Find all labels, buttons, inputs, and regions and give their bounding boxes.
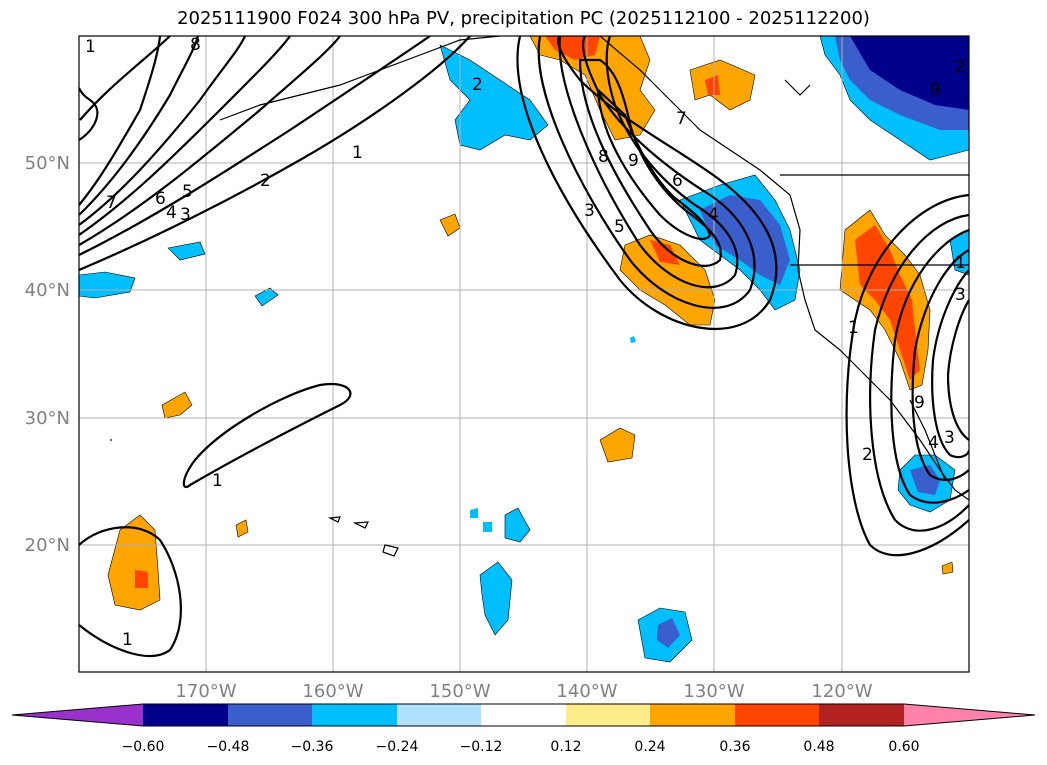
contour-label: 4 <box>708 205 719 225</box>
contour-label: 8 <box>598 147 609 167</box>
colorbar-outline <box>11 703 1036 727</box>
contour-label: 2 <box>260 171 271 191</box>
contour-label: 3 <box>180 205 191 225</box>
contour-labels: 1 2 3 4 5 6 7 8 1 2 8 9 6 3 5 1 1 1 2 3 … <box>85 35 966 650</box>
contour-label: 9 <box>628 151 639 171</box>
lat-label: 30°N <box>25 408 70 429</box>
contour-label: 6 <box>155 189 166 209</box>
contour-label: 1 <box>122 630 133 650</box>
colorbar-segment <box>650 704 735 726</box>
lon-label: 140°W <box>556 681 617 702</box>
colorbar-tick-label: −0.12 <box>460 739 503 755</box>
map-plot-area: 1 2 3 4 5 6 7 8 1 2 8 9 6 3 5 1 1 1 2 3 … <box>79 35 969 672</box>
contour-label: 7 <box>106 193 117 213</box>
colorbar-tick-label: 0.12 <box>550 739 581 755</box>
lon-label: 160°W <box>302 681 363 702</box>
colorbar-segment <box>143 704 228 726</box>
colorbar-segment <box>735 704 819 726</box>
contour-label: 1 <box>955 253 966 273</box>
colorbar-tick-label: −0.48 <box>207 739 250 755</box>
colorbar-tick-label: 0.48 <box>803 739 834 755</box>
lon-label: 120°W <box>811 681 872 702</box>
contour-label: 4 <box>166 203 177 223</box>
contour-label: 1 <box>212 471 223 491</box>
colorbar-segment <box>397 704 481 726</box>
contour-label: 3 <box>955 285 966 305</box>
contour-label: 9 <box>930 80 941 100</box>
contour-label: 4 <box>928 433 939 453</box>
lon-labels: 170°W 160°W 150°W 140°W 130°W 120°W <box>175 681 872 702</box>
lon-label: 170°W <box>175 681 236 702</box>
contour-label: 3 <box>944 428 955 448</box>
pv-contours <box>79 36 969 658</box>
colorbar-tick-label: 0.36 <box>719 739 750 755</box>
contour-label: 6 <box>672 171 683 191</box>
contour-label: 5 <box>614 217 625 237</box>
colorbar-segment <box>312 704 397 726</box>
contour-label: 2 <box>862 445 873 465</box>
lat-label: 50°N <box>25 153 70 174</box>
contour-label: 8 <box>190 35 201 55</box>
map-frame <box>78 35 970 673</box>
colorbar-segment <box>481 704 566 726</box>
map-title: 2025111900 F024 300 hPa PV, precipitatio… <box>177 8 870 29</box>
lat-label: 40°N <box>25 280 70 301</box>
contour-label: 2 <box>955 57 966 77</box>
colorbar-extend-min <box>12 704 143 726</box>
contour-label: 7 <box>676 109 687 129</box>
colorbar-segment <box>228 704 312 726</box>
colorbar-tick-label: −0.36 <box>291 739 334 755</box>
contour-label: 1 <box>85 37 96 57</box>
contour-label: 5 <box>182 182 193 202</box>
colorbar-segment <box>819 704 904 726</box>
colorbar <box>11 703 1036 727</box>
lon-label: 130°W <box>683 681 744 702</box>
contour-label: 1 <box>848 318 859 338</box>
lat-labels: 50°N 40°N 30°N 20°N <box>25 153 70 556</box>
contour-label: 3 <box>584 201 595 221</box>
lon-label: 150°W <box>429 681 490 702</box>
colorbar-tick-label: −0.60 <box>122 739 165 755</box>
contour-label: 9 <box>914 393 925 413</box>
colorbar-tick-label: −0.24 <box>376 739 419 755</box>
contour-label: 2 <box>472 75 483 95</box>
colorbar-ticks: −0.60 −0.48 −0.36 −0.24 −0.12 0.12 0.24 … <box>122 739 920 755</box>
lat-lon-grid <box>79 36 969 672</box>
contour-label: 1 <box>352 143 363 163</box>
colorbar-tick-label: 0.60 <box>888 739 919 755</box>
colorbar-segment <box>566 704 650 726</box>
colorbar-extend-max <box>904 704 1035 726</box>
lat-label: 20°N <box>25 535 70 556</box>
colorbar-tick-label: 0.24 <box>634 739 665 755</box>
